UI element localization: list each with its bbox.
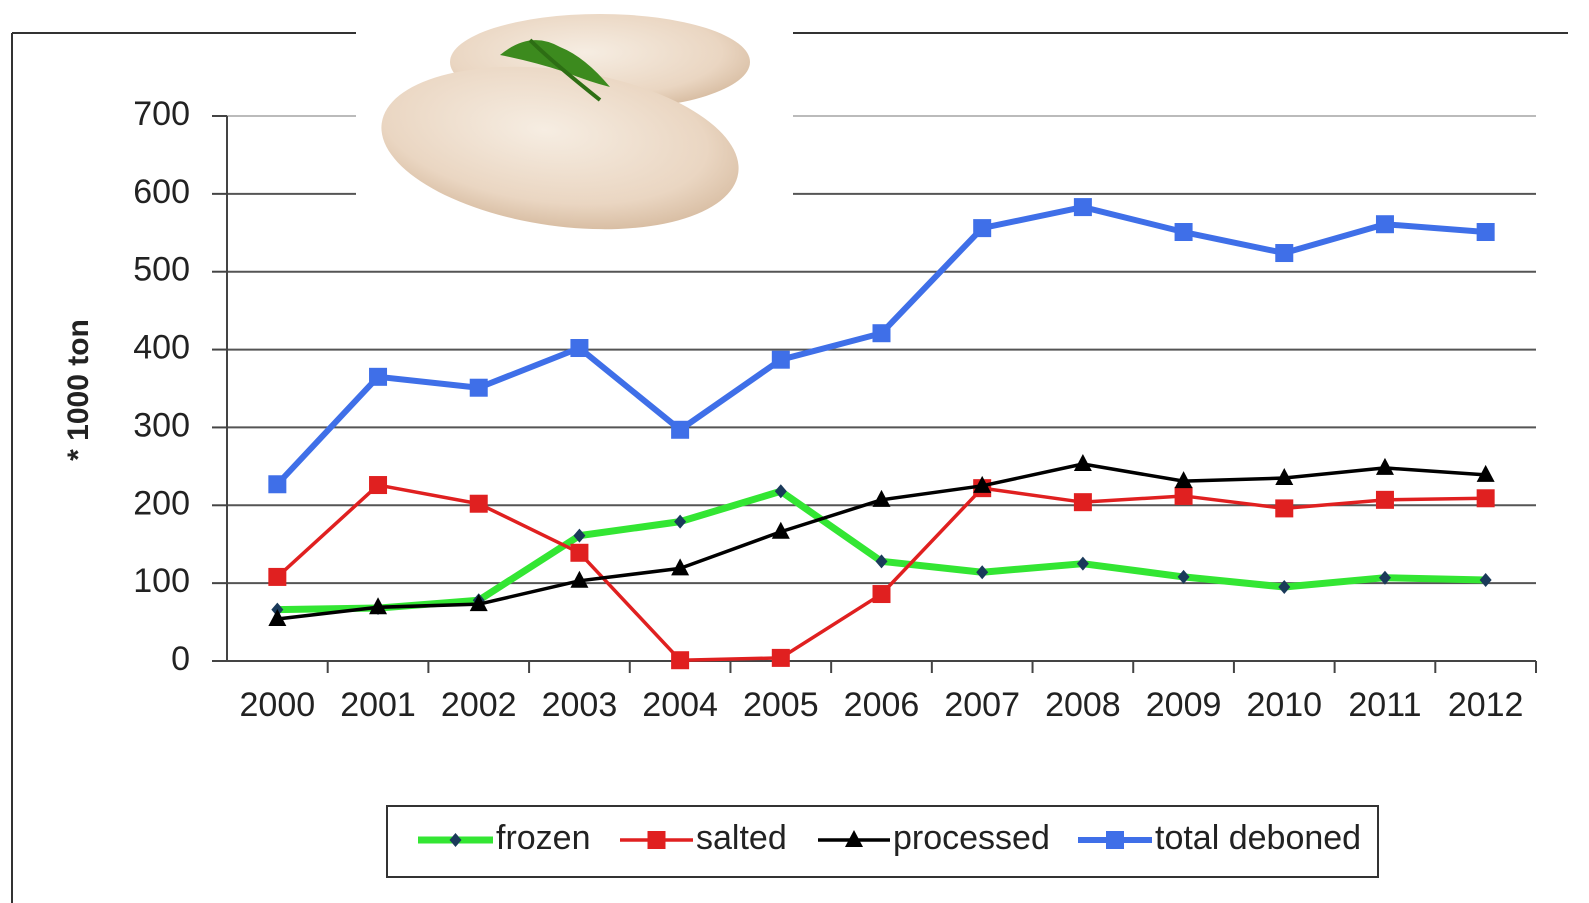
x-tick-label: 2003 [542, 686, 618, 724]
marker [1476, 464, 1495, 482]
series-line [275, 204, 1486, 487]
marker [1073, 493, 1092, 512]
marker [1375, 490, 1394, 509]
marker [1275, 468, 1294, 486]
marker [1278, 580, 1291, 595]
marker [369, 476, 388, 495]
x-tick-label: 2000 [240, 686, 316, 724]
marker [1375, 215, 1394, 234]
marker [449, 833, 462, 847]
chicken-image [356, 0, 793, 235]
marker [872, 324, 891, 343]
marker [774, 484, 787, 499]
marker [671, 558, 690, 576]
marker [1479, 573, 1492, 588]
y-tick-label: 300 [133, 406, 190, 444]
marker [674, 514, 687, 529]
y-axis-label: * 1000 ton [62, 319, 95, 461]
marker [268, 475, 287, 494]
x-tick-label: 2002 [441, 686, 517, 724]
y-tick-label: 400 [133, 329, 190, 367]
marker [570, 339, 589, 358]
x-tick-label: 2012 [1448, 686, 1524, 724]
marker [1174, 486, 1193, 505]
x-tick-label: 2004 [642, 686, 718, 724]
marker [1177, 569, 1190, 584]
legend-label: total deboned [1155, 819, 1361, 857]
marker [771, 521, 790, 539]
marker [1476, 489, 1495, 508]
marker [671, 420, 690, 439]
x-tick-label: 2001 [340, 686, 416, 724]
marker [1174, 223, 1193, 242]
y-tick-label: 600 [133, 173, 190, 211]
marker [647, 831, 666, 849]
legend-label: salted [696, 819, 787, 857]
marker [973, 475, 992, 493]
marker [469, 594, 488, 612]
marker [875, 554, 888, 569]
x-tick-label: 2008 [1045, 686, 1121, 724]
marker [1378, 570, 1391, 585]
marker [1073, 454, 1092, 472]
x-tick-label: 2006 [844, 686, 920, 724]
frame [11, 32, 1568, 903]
y-tick-label: 0 [171, 640, 190, 678]
y-tick-label: 100 [133, 562, 190, 600]
marker [973, 219, 992, 238]
y-tick-label: 700 [133, 95, 190, 133]
marker [1375, 457, 1394, 475]
legend-label: processed [893, 819, 1050, 857]
marker [469, 378, 488, 397]
marker [1106, 831, 1124, 849]
marker [1076, 556, 1089, 571]
marker [845, 830, 863, 847]
marker [469, 494, 488, 513]
y-tick-label: 500 [133, 251, 190, 289]
x-tick-label: 2007 [944, 686, 1020, 724]
marker [771, 648, 790, 667]
marker [268, 608, 287, 626]
marker [570, 543, 589, 562]
marker [570, 570, 589, 588]
y-tick-label: 200 [133, 484, 190, 522]
marker [671, 651, 690, 670]
marker [872, 489, 891, 507]
marker [1275, 499, 1294, 518]
marker [268, 567, 287, 586]
marker [1073, 198, 1092, 217]
marker [573, 528, 586, 543]
x-tick-label: 2005 [743, 686, 819, 724]
marker [771, 350, 790, 369]
marker [1174, 471, 1193, 489]
marker [872, 585, 891, 604]
marker [369, 367, 388, 386]
series-line [276, 483, 1486, 662]
legend-label: frozen [496, 819, 591, 857]
marker [369, 597, 388, 615]
x-tick-label: 2010 [1246, 686, 1322, 724]
marker [1476, 223, 1495, 242]
x-tick-label: 2009 [1146, 686, 1222, 724]
marker [976, 565, 989, 580]
marker [1275, 244, 1294, 263]
x-tick-label: 2011 [1348, 686, 1421, 724]
